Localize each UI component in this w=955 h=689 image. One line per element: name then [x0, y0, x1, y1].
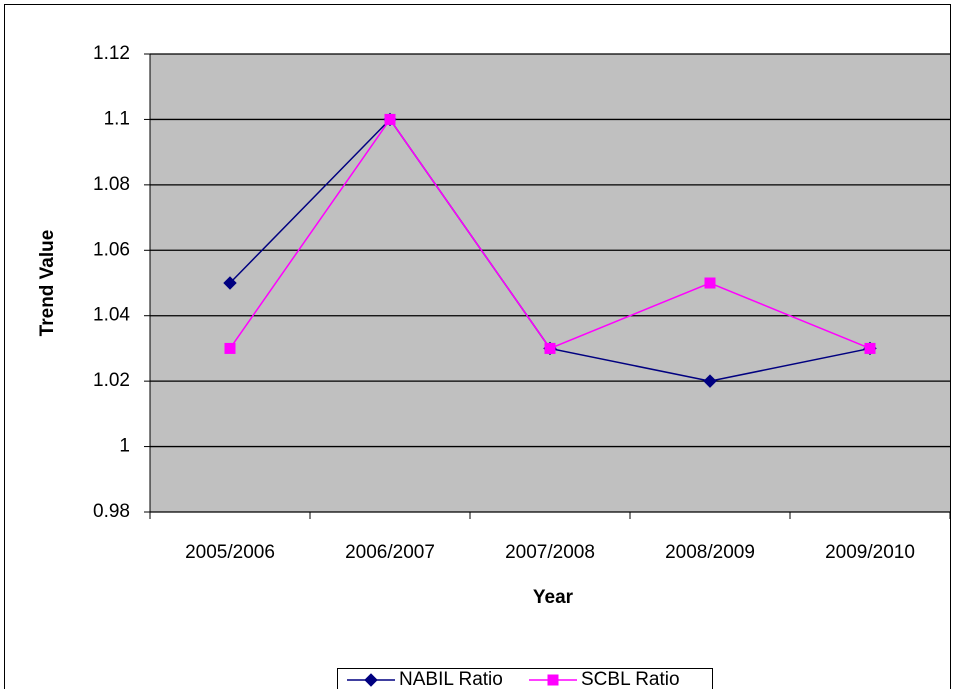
- x-tick-label: 2009/2010: [825, 542, 915, 563]
- data-point: [703, 374, 717, 388]
- data-point: [223, 276, 237, 290]
- y-tick-label: 1: [119, 436, 130, 457]
- legend-marker: [547, 674, 559, 686]
- y-tick-label: 1.02: [93, 370, 130, 391]
- legend-label: SCBL Ratio: [581, 669, 680, 689]
- y-tick-label: 1.04: [93, 305, 130, 326]
- legend-marker: [364, 673, 378, 687]
- data-point: [864, 342, 876, 354]
- data-point: [224, 342, 236, 354]
- y-axis-title: Trend Value: [37, 230, 58, 337]
- x-axis-title: Year: [533, 587, 574, 608]
- y-tick-label: 1.08: [93, 174, 130, 195]
- x-tick-label: 2008/2009: [665, 542, 755, 563]
- y-tick-label: 1.06: [93, 239, 130, 260]
- y-tick-label: 1.1: [104, 108, 130, 129]
- x-tick-label: 2007/2008: [505, 542, 595, 563]
- plot-area: [150, 54, 950, 512]
- y-tick-label: 1.12: [93, 43, 130, 64]
- x-tick-label: 2005/2006: [185, 542, 275, 563]
- y-tick-label: 0.98: [93, 501, 130, 522]
- data-point: [704, 277, 716, 289]
- legend-label: NABIL Ratio: [399, 669, 503, 689]
- x-tick-label: 2006/2007: [345, 542, 435, 563]
- data-point: [384, 113, 396, 125]
- data-point: [544, 342, 556, 354]
